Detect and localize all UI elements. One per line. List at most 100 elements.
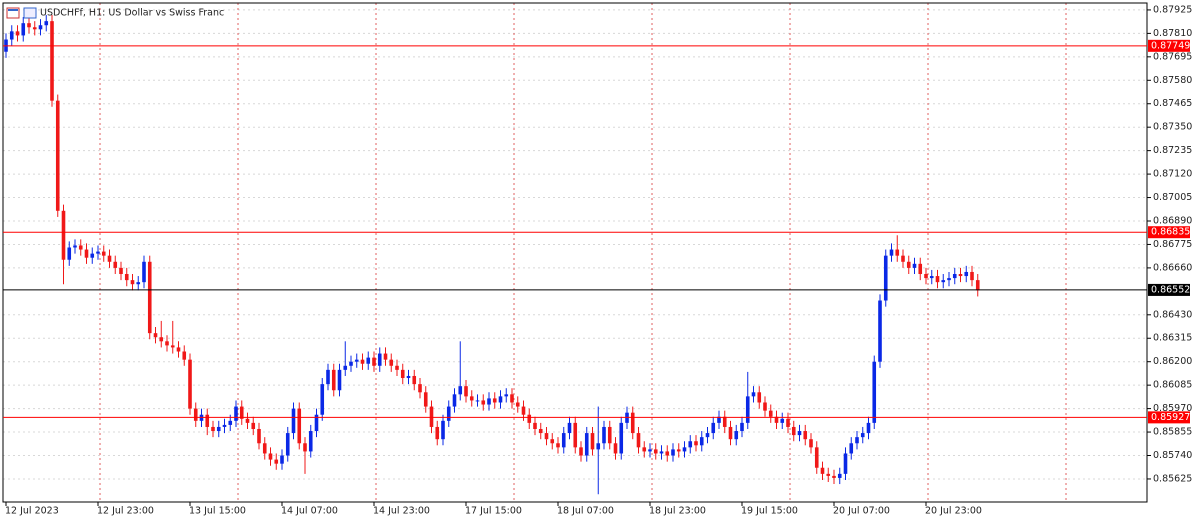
candle-body bbox=[182, 351, 187, 360]
candle-body bbox=[573, 422, 578, 448]
price-level-tag bbox=[1148, 411, 1190, 424]
candle-body bbox=[918, 263, 923, 275]
candle-body bbox=[694, 441, 698, 446]
candle-body bbox=[970, 271, 974, 281]
candle-body bbox=[389, 359, 394, 366]
y-tick-label: 0.85855 bbox=[1153, 427, 1192, 438]
y-tick-label: 0.87695 bbox=[1153, 51, 1192, 62]
y-tick-label: 0.87120 bbox=[1153, 169, 1192, 180]
candle-body bbox=[567, 422, 572, 434]
y-tick-label: 0.85740 bbox=[1153, 450, 1192, 461]
candle-body bbox=[550, 439, 555, 444]
candle-body bbox=[533, 422, 537, 429]
candle-body bbox=[734, 431, 739, 440]
candle-body bbox=[326, 369, 330, 385]
plot-area bbox=[3, 3, 1147, 502]
candle-body bbox=[119, 267, 123, 275]
candle-body bbox=[412, 375, 417, 385]
candle-body bbox=[791, 426, 796, 436]
candle-body bbox=[441, 420, 445, 440]
y-tick-label: 0.86775 bbox=[1153, 239, 1192, 250]
candle-body bbox=[602, 426, 606, 444]
candle-body bbox=[475, 400, 480, 402]
candle-body bbox=[958, 274, 963, 277]
candle-body bbox=[222, 424, 227, 427]
candle-body bbox=[262, 443, 267, 454]
x-tick-label: 14 Jul 07:00 bbox=[281, 506, 338, 517]
candle-body bbox=[952, 274, 957, 279]
candle-body bbox=[487, 398, 491, 405]
candle-body bbox=[193, 408, 198, 421]
candle-body bbox=[165, 341, 169, 346]
candle-body bbox=[38, 25, 43, 30]
candle-body bbox=[107, 255, 112, 262]
candle-body bbox=[510, 394, 514, 403]
candle-body bbox=[579, 447, 583, 456]
candle-body bbox=[688, 441, 693, 448]
candle-body bbox=[90, 253, 95, 258]
y-tick-label: 0.86430 bbox=[1153, 309, 1192, 320]
price-level-tag bbox=[1148, 226, 1190, 239]
x-tick-label: 12 Jul 2023 bbox=[5, 506, 59, 517]
candle-body bbox=[906, 261, 911, 268]
candle-body bbox=[498, 396, 503, 403]
candle-body bbox=[751, 392, 756, 397]
candle-body bbox=[205, 414, 210, 427]
candle-body bbox=[464, 386, 468, 397]
candle-body bbox=[96, 251, 100, 254]
plot-border bbox=[2, 2, 1148, 503]
candle-body bbox=[832, 475, 836, 478]
y-tick-label: 0.87235 bbox=[1153, 145, 1192, 156]
candle-body bbox=[705, 433, 710, 438]
candle-body bbox=[78, 245, 83, 250]
candle-body bbox=[280, 455, 284, 464]
candle-body bbox=[124, 274, 129, 281]
candle-body bbox=[849, 443, 854, 454]
candle-body bbox=[855, 437, 859, 444]
candle-body bbox=[216, 426, 221, 432]
candle-body bbox=[469, 396, 474, 401]
candle-body bbox=[584, 433, 589, 456]
candle-body bbox=[159, 337, 164, 342]
candle-body bbox=[860, 433, 865, 438]
candle-body bbox=[889, 249, 894, 256]
candle-body bbox=[234, 406, 238, 421]
candle-body bbox=[504, 394, 509, 397]
candle-body bbox=[665, 451, 670, 456]
candle-body bbox=[73, 245, 77, 248]
price-level-label: 0.85927 bbox=[1151, 412, 1190, 423]
candle-body bbox=[377, 353, 382, 366]
x-tick-label: 14 Jul 23:00 bbox=[373, 506, 430, 517]
candle-body bbox=[50, 21, 54, 101]
candle-body bbox=[337, 369, 342, 391]
candle-body bbox=[682, 447, 687, 452]
candle-body bbox=[15, 31, 20, 36]
candle-body bbox=[423, 392, 428, 407]
y-tick-label: 0.86085 bbox=[1153, 380, 1192, 391]
x-tick-label: 17 Jul 15:00 bbox=[465, 506, 522, 517]
icon-bar bbox=[8, 9, 18, 11]
candle-body bbox=[797, 431, 802, 436]
candle-body bbox=[257, 428, 261, 444]
candle-body bbox=[941, 280, 946, 283]
candle-body bbox=[814, 447, 819, 468]
candle-body bbox=[130, 280, 135, 285]
candle-body bbox=[878, 300, 882, 362]
y-tick-label: 0.87465 bbox=[1153, 98, 1192, 109]
candle-body bbox=[349, 361, 353, 366]
candle-body bbox=[556, 443, 560, 448]
candle-body bbox=[354, 359, 359, 362]
candle-body bbox=[320, 384, 325, 415]
candle-body bbox=[596, 443, 601, 450]
x-tick-label: 19 Jul 15:00 bbox=[741, 506, 798, 517]
candle-body bbox=[843, 453, 848, 474]
candle-body bbox=[308, 431, 313, 452]
candle-body bbox=[763, 402, 767, 411]
candle-body bbox=[383, 353, 388, 360]
candle-body bbox=[429, 406, 434, 427]
candle-body bbox=[607, 426, 612, 444]
symbol-icon bbox=[6, 7, 37, 19]
candle-body bbox=[895, 249, 900, 256]
candle-body bbox=[366, 357, 371, 364]
